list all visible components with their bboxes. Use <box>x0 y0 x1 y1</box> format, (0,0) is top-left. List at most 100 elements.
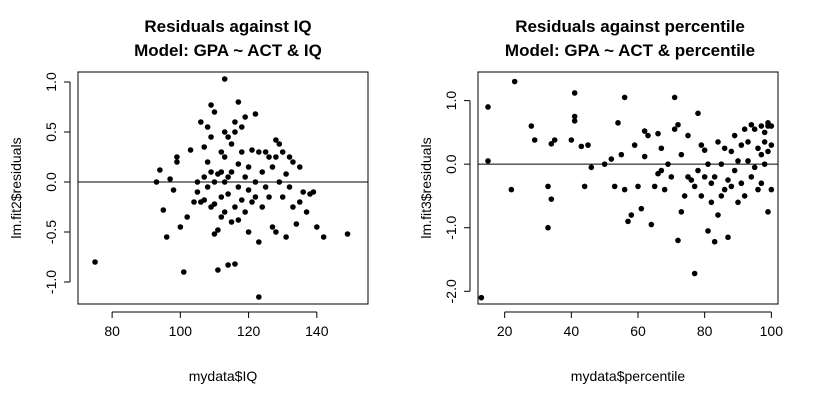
data-point <box>568 137 575 143</box>
data-point <box>731 167 738 174</box>
data-point <box>184 214 190 220</box>
data-point <box>174 154 180 160</box>
data-point <box>232 129 238 135</box>
data-point <box>621 94 628 101</box>
data-point <box>249 147 255 153</box>
data-point <box>201 174 208 180</box>
data-point <box>242 209 248 215</box>
data-point <box>208 102 214 108</box>
data-point <box>685 132 691 139</box>
data-point <box>478 294 485 301</box>
data-point <box>761 139 768 145</box>
data-point <box>252 111 259 117</box>
data-point <box>276 141 283 147</box>
x-tick-label: 40 <box>564 323 580 339</box>
data-point <box>256 239 262 245</box>
data-point <box>256 149 262 155</box>
data-point <box>211 109 218 115</box>
data-point <box>191 199 197 205</box>
data-point <box>688 177 695 183</box>
data-point <box>641 128 648 134</box>
data-point <box>238 197 245 203</box>
chart-title: Residuals against percentile <box>515 17 745 36</box>
data-point <box>235 161 242 167</box>
data-point <box>204 124 211 130</box>
data-point <box>187 147 194 153</box>
data-point <box>765 209 771 215</box>
data-point <box>174 159 180 165</box>
y-tick-label: 1.0 <box>43 72 59 92</box>
data-point <box>718 193 725 199</box>
data-point <box>232 204 238 210</box>
data-point <box>256 294 262 300</box>
data-point <box>279 149 286 155</box>
data-point <box>761 129 768 136</box>
data-point <box>758 123 765 129</box>
y-tick-label: -1.0 <box>43 270 59 294</box>
data-point <box>153 179 160 185</box>
data-point <box>245 229 252 235</box>
data-point <box>201 144 208 150</box>
data-point <box>648 221 655 228</box>
data-point <box>721 186 728 193</box>
data-point <box>631 142 638 148</box>
data-point <box>748 121 755 128</box>
data-point <box>651 183 658 190</box>
chart-subtitle: Model: GPA ~ ACT & percentile <box>505 41 755 60</box>
data-point <box>511 78 518 85</box>
data-point <box>296 164 303 170</box>
plot-frame <box>477 71 779 305</box>
data-point <box>296 199 303 205</box>
data-point <box>728 148 735 155</box>
data-point <box>221 76 228 82</box>
data-point <box>225 262 231 268</box>
x-tick-label: 140 <box>305 323 329 339</box>
data-point <box>249 199 255 205</box>
data-point <box>681 193 688 199</box>
data-point <box>718 161 725 167</box>
chart-subtitle: Model: GPA ~ ACT & IQ <box>134 41 322 60</box>
data-point <box>167 176 173 182</box>
data-point <box>755 186 761 193</box>
data-point <box>208 134 214 140</box>
data-point <box>218 149 225 155</box>
data-point <box>218 194 225 200</box>
data-point <box>758 180 765 187</box>
data-point <box>638 205 645 212</box>
data-point <box>738 142 745 148</box>
data-point <box>215 267 221 273</box>
data-point <box>194 189 201 195</box>
data-point <box>262 149 269 155</box>
data-point <box>201 197 208 203</box>
data-point <box>235 184 242 190</box>
data-point <box>571 113 578 120</box>
data-point <box>708 199 715 206</box>
data-point <box>748 174 755 180</box>
data-point <box>635 183 641 190</box>
data-point <box>768 186 775 193</box>
data-point <box>708 180 715 187</box>
data-point <box>252 179 259 185</box>
data-point <box>758 151 765 158</box>
data-point <box>194 179 201 185</box>
data-point <box>344 231 351 237</box>
percentile-residual-plot: Residuals against percentile Model: GPA ~… <box>418 17 783 384</box>
data-point <box>615 120 621 126</box>
data-point <box>215 227 221 233</box>
data-point <box>211 201 218 207</box>
y-tick-label: -1.0 <box>443 215 459 239</box>
data-point <box>300 189 306 195</box>
data-point <box>485 104 491 110</box>
data-point <box>625 218 631 225</box>
data-point <box>245 164 252 170</box>
data-point <box>157 167 163 173</box>
x-tick-label: 20 <box>497 323 513 339</box>
data-point <box>198 119 204 125</box>
y-tick-label: 0.0 <box>443 154 459 174</box>
x-axis-label: mydata$percentile <box>571 368 686 384</box>
data-point <box>290 204 296 210</box>
data-point <box>221 129 228 135</box>
y-tick-label: 0.0 <box>43 172 59 192</box>
data-point <box>765 148 771 155</box>
